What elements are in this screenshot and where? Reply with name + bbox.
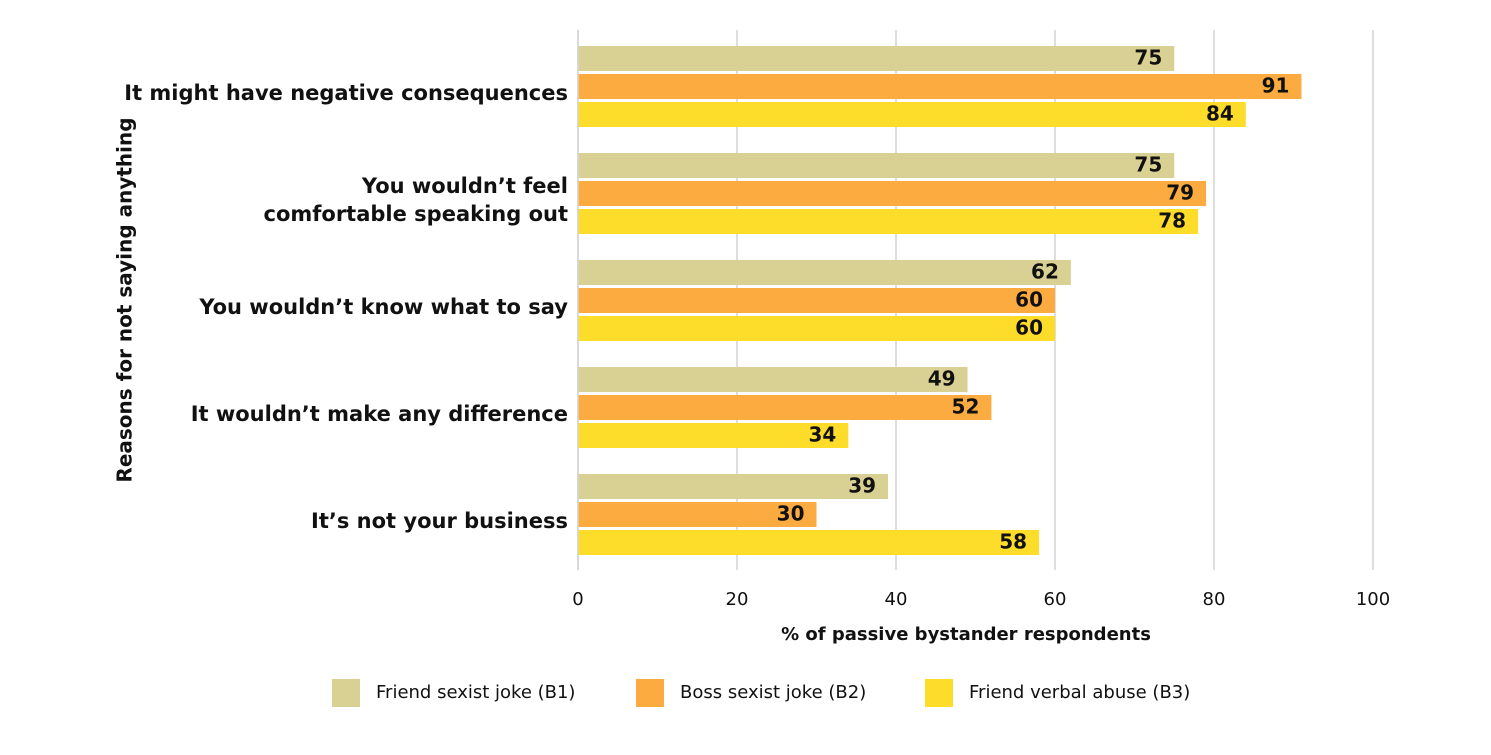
category-label: You wouldn’t know what to say xyxy=(199,295,568,319)
x-tick-label: 60 xyxy=(1044,589,1067,610)
legend-label: Boss sexist joke (B2) xyxy=(680,682,866,703)
value-label: 75 xyxy=(1134,153,1162,177)
value-label: 34 xyxy=(808,423,836,447)
bar xyxy=(578,74,1302,99)
legend-label: Friend sexist joke (B1) xyxy=(376,682,575,703)
bar xyxy=(578,474,889,499)
bar xyxy=(578,288,1055,313)
x-tick-label: 80 xyxy=(1203,589,1226,610)
x-tick-label: 40 xyxy=(885,589,908,610)
legend-swatch xyxy=(332,679,360,707)
value-label: 49 xyxy=(928,367,956,391)
value-label: 30 xyxy=(777,502,805,526)
legend-label: Friend verbal abuse (B3) xyxy=(969,682,1190,703)
value-label: 39 xyxy=(848,474,876,498)
value-label: 60 xyxy=(1015,288,1043,312)
bar xyxy=(578,316,1055,341)
legend-swatch xyxy=(636,679,664,707)
category-label: It wouldn’t make any difference xyxy=(190,402,568,426)
value-label: 91 xyxy=(1262,74,1290,98)
value-label: 52 xyxy=(952,395,980,419)
x-axis-title: % of passive bystander respondents xyxy=(781,624,1151,645)
bar xyxy=(578,502,817,527)
bar xyxy=(578,102,1246,127)
value-label: 78 xyxy=(1158,209,1186,233)
bar xyxy=(578,260,1071,285)
value-label: 79 xyxy=(1166,181,1194,205)
x-tick-label: 20 xyxy=(726,589,749,610)
value-label: 60 xyxy=(1015,316,1043,340)
category-label: It’s not your business xyxy=(311,509,568,533)
bar xyxy=(578,395,992,420)
bar xyxy=(578,423,849,448)
bar xyxy=(578,367,968,392)
value-label: 58 xyxy=(999,530,1027,554)
category-label: It might have negative consequences xyxy=(124,81,568,105)
legend-swatch xyxy=(925,679,953,707)
bar xyxy=(578,153,1175,178)
value-label: 62 xyxy=(1031,260,1059,284)
bar xyxy=(578,209,1199,234)
y-axis-title: Reasons for not saying anything xyxy=(113,117,137,482)
bar xyxy=(578,46,1175,71)
x-tick-label: 0 xyxy=(572,589,583,610)
x-tick-label: 100 xyxy=(1356,589,1390,610)
value-label: 75 xyxy=(1134,46,1162,70)
bar xyxy=(578,530,1040,555)
value-label: 84 xyxy=(1206,102,1234,126)
bar xyxy=(578,181,1207,206)
category-label: You wouldn’t feel comfortable speaking o… xyxy=(263,174,569,226)
